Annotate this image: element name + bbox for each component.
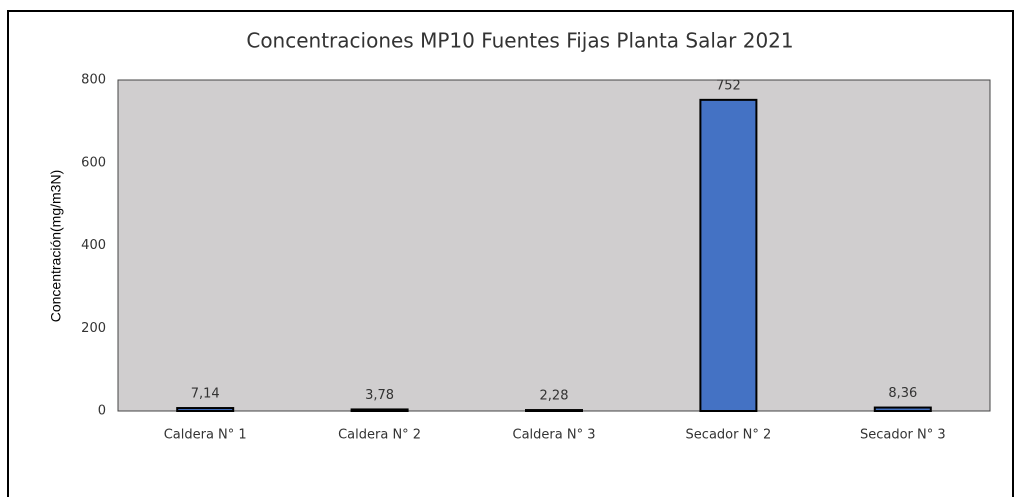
y-tick-label: 0 xyxy=(98,404,106,419)
x-tick-label: Secador N° 2 xyxy=(686,428,772,443)
data-label: 7,14 xyxy=(191,387,220,402)
data-label: 8,36 xyxy=(888,386,917,401)
plot-area xyxy=(117,79,991,412)
bar xyxy=(699,98,758,413)
data-label: 752 xyxy=(716,78,741,93)
y-tick-label: 200 xyxy=(81,321,106,336)
y-axis-label: Concentración(mg/m3N) xyxy=(48,170,64,323)
bar xyxy=(525,409,583,412)
y-tick-label: 600 xyxy=(81,155,106,170)
x-tick-label: Caldera N° 2 xyxy=(338,428,421,443)
chart-title: Concentraciones MP10 Fuentes Fijas Plant… xyxy=(246,29,793,53)
y-tick-label: 400 xyxy=(81,238,106,253)
x-tick-label: Caldera N° 3 xyxy=(513,428,596,443)
y-tick-label: 800 xyxy=(81,73,106,88)
bar xyxy=(873,406,932,412)
bar xyxy=(350,408,409,413)
data-label: 2,28 xyxy=(540,389,569,404)
x-tick-label: Secador N° 3 xyxy=(860,428,946,443)
bar xyxy=(176,407,235,413)
data-label: 3,78 xyxy=(365,388,394,403)
x-tick-label: Caldera N° 1 xyxy=(164,428,247,443)
